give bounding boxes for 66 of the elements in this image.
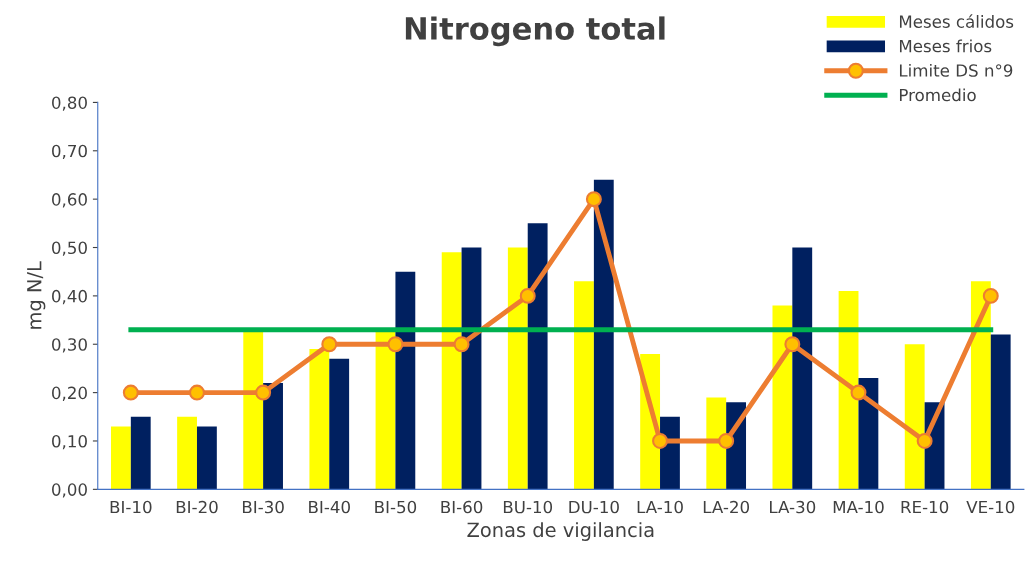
bar (990, 334, 1011, 490)
bar (263, 382, 283, 490)
point (784, 336, 801, 353)
point (122, 384, 139, 401)
point (718, 432, 735, 449)
x-tick-label: VE-10 (966, 500, 1015, 514)
bar (309, 349, 330, 490)
bar (574, 281, 594, 490)
bar (110, 426, 131, 490)
bar (196, 426, 217, 490)
point (453, 336, 470, 353)
point (189, 384, 205, 401)
y-tick-label: 0,70 (52, 144, 87, 160)
point (585, 191, 602, 208)
x-tick-label: BI-50 (375, 500, 417, 514)
legend-label: Meses cálidos (899, 14, 1014, 28)
y-tick-label: 0,30 (52, 338, 87, 353)
point (850, 384, 867, 401)
x-axis-title: Zonas de vigilancia (467, 522, 654, 541)
bar (593, 179, 614, 490)
bar (527, 223, 548, 490)
x-tick-label: LA-20 (703, 500, 750, 514)
point (387, 336, 404, 353)
x-tick-label: LA-10 (637, 500, 683, 514)
bar (904, 344, 925, 490)
bar (461, 247, 482, 490)
bar (130, 416, 151, 490)
bar (441, 252, 462, 490)
x-tick-label: LA-30 (770, 500, 816, 514)
x-tick-label: RE-10 (901, 500, 949, 514)
bar (792, 247, 813, 490)
x-tick-label: MA-10 (833, 500, 884, 514)
bar (507, 247, 528, 490)
point (652, 432, 669, 449)
y-tick-label: 0,80 (52, 96, 87, 111)
legend-label: Promedio (899, 88, 976, 102)
bar (243, 329, 264, 490)
bar (970, 281, 991, 490)
x-tick-label: DU-10 (569, 500, 619, 514)
legend-label: Meses frios (899, 39, 992, 53)
y-tick-label: 0,10 (52, 434, 87, 450)
bar (177, 416, 197, 490)
y-tick-label: 0,00 (52, 483, 87, 498)
legend-label: Limite DS n°9 (899, 63, 1013, 77)
point (982, 287, 999, 304)
bar (395, 271, 416, 490)
y-axis-title: mg N/L (27, 261, 46, 329)
point (519, 287, 536, 304)
y-tick-label: 0,60 (52, 193, 87, 208)
x-tick-label: BI-40 (309, 500, 350, 514)
point (255, 384, 272, 401)
bar (772, 305, 793, 490)
y-tick-label: 0,20 (52, 386, 87, 401)
point (916, 432, 933, 449)
x-tick-label: BI-60 (441, 500, 483, 514)
bar (329, 358, 350, 490)
x-tick-label: BI-10 (110, 500, 152, 514)
x-tick-label: BI-20 (176, 500, 218, 514)
y-tick-label: 0,50 (52, 241, 87, 256)
point (321, 336, 338, 353)
x-tick-label: BI-30 (242, 500, 284, 514)
y-tick-label: 0,40 (52, 289, 87, 305)
x-tick-label: BU-10 (503, 500, 553, 514)
bar (858, 378, 879, 490)
chart-title: Nitrogeno total (405, 16, 665, 47)
bar (706, 397, 727, 490)
